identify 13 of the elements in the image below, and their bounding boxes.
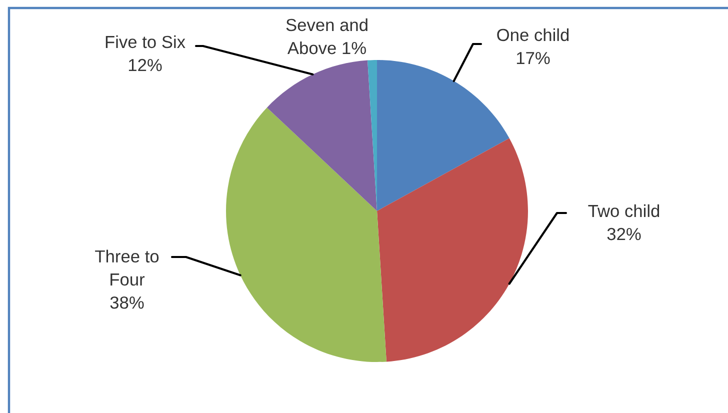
slice-label: Five to Six	[106, 35, 186, 48]
pie-slice	[377, 138, 528, 362]
slice-label: Two child	[588, 204, 660, 218]
slice-label: One child	[497, 28, 569, 42]
data-label: 17%	[516, 52, 550, 64]
data-label: 12%	[128, 58, 162, 72]
data-label: 38%	[110, 296, 144, 309]
pie-slice	[266, 60, 377, 211]
pie-slice	[226, 108, 386, 362]
pie-slice	[377, 60, 510, 211]
slice-label: Seven and Above 1%	[286, 18, 368, 54]
data-label: 32%	[607, 228, 641, 240]
slice-label: Three to Four	[95, 250, 159, 286]
